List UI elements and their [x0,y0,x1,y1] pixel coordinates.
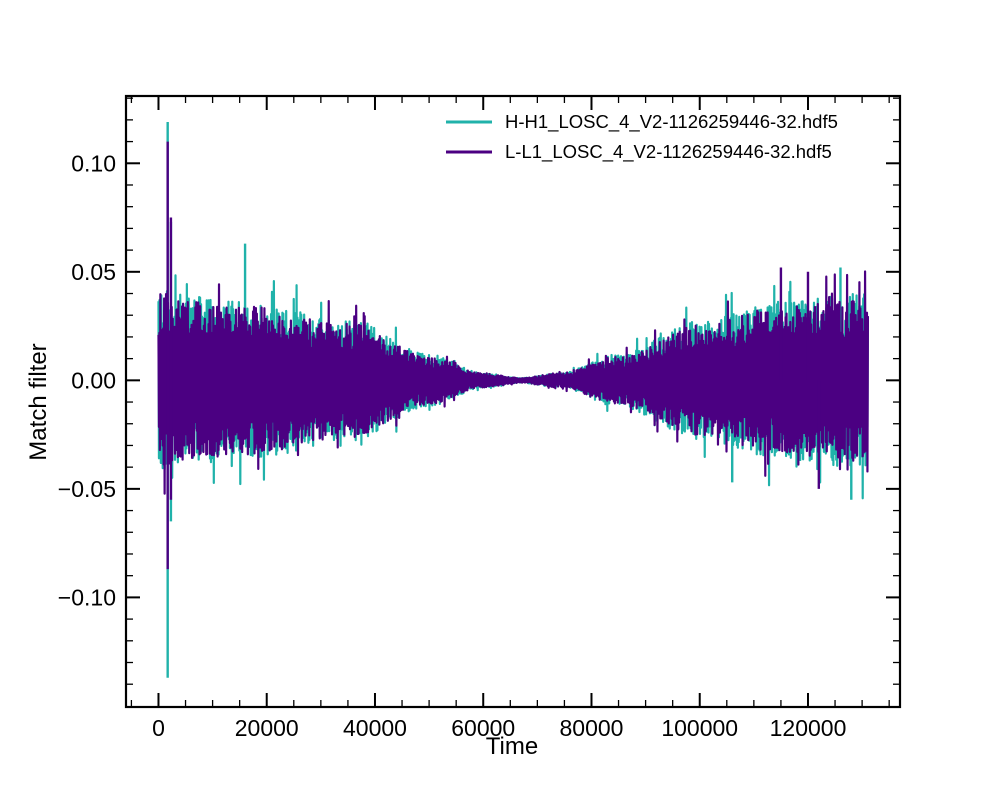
x-tick-label: 80000 [559,715,623,741]
y-tick-label: −0.05 [58,476,116,502]
y-tick-label: 0.00 [71,367,116,393]
y-tick-label: 0.05 [71,259,116,285]
y-tick-label: 0.10 [71,150,116,176]
axes-layer: 0 20000 40000 60000 80000 100000 120000 −0.10 −0… [58,94,902,741]
y-axis-label: Match filter [25,343,52,460]
legend: H-H1_LOSC_4_V2-1126259446-32.hdf5 L-L1_L… [446,111,838,163]
x-tick-label: 100000 [661,715,738,741]
x-tick-label: 120000 [770,715,847,741]
x-tick-label: 0 [152,715,165,741]
series-line [157,270,870,495]
x-tick-label: 20000 [235,715,299,741]
series-layer [157,122,870,678]
series-l1 [157,141,870,570]
x-tick-label: 40000 [343,715,407,741]
x-tick-label: 60000 [451,715,515,741]
y-tick-label: −0.10 [58,584,116,610]
legend-label-l1: L-L1_LOSC_4_V2-1126259446-32.hdf5 [505,141,832,163]
x-axis-label: Time [486,733,538,760]
legend-label-h1: H-H1_LOSC_4_V2-1126259446-32.hdf5 [505,111,838,133]
